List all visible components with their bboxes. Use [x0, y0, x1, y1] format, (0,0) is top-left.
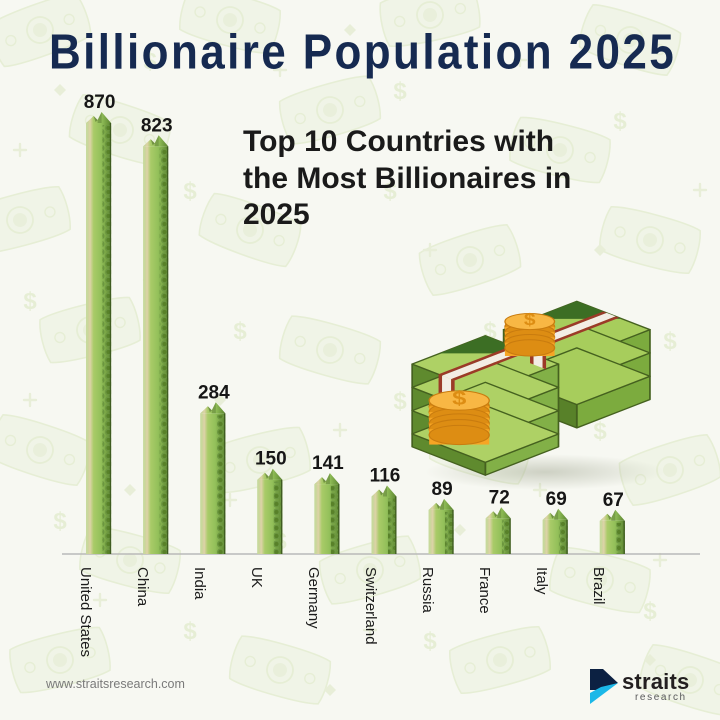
svg-text:69: 69: [546, 489, 567, 510]
svg-text:72: 72: [489, 487, 510, 508]
svg-text:67: 67: [603, 490, 624, 511]
svg-text:141: 141: [312, 453, 344, 474]
svg-text:$: $: [452, 386, 467, 409]
svg-text:150: 150: [255, 449, 287, 470]
svg-text:116: 116: [370, 466, 401, 487]
svg-text:89: 89: [432, 479, 453, 500]
svg-text:823: 823: [141, 115, 173, 136]
svg-text:870: 870: [84, 92, 116, 113]
svg-text:$: $: [524, 310, 536, 328]
svg-text:284: 284: [198, 382, 230, 403]
